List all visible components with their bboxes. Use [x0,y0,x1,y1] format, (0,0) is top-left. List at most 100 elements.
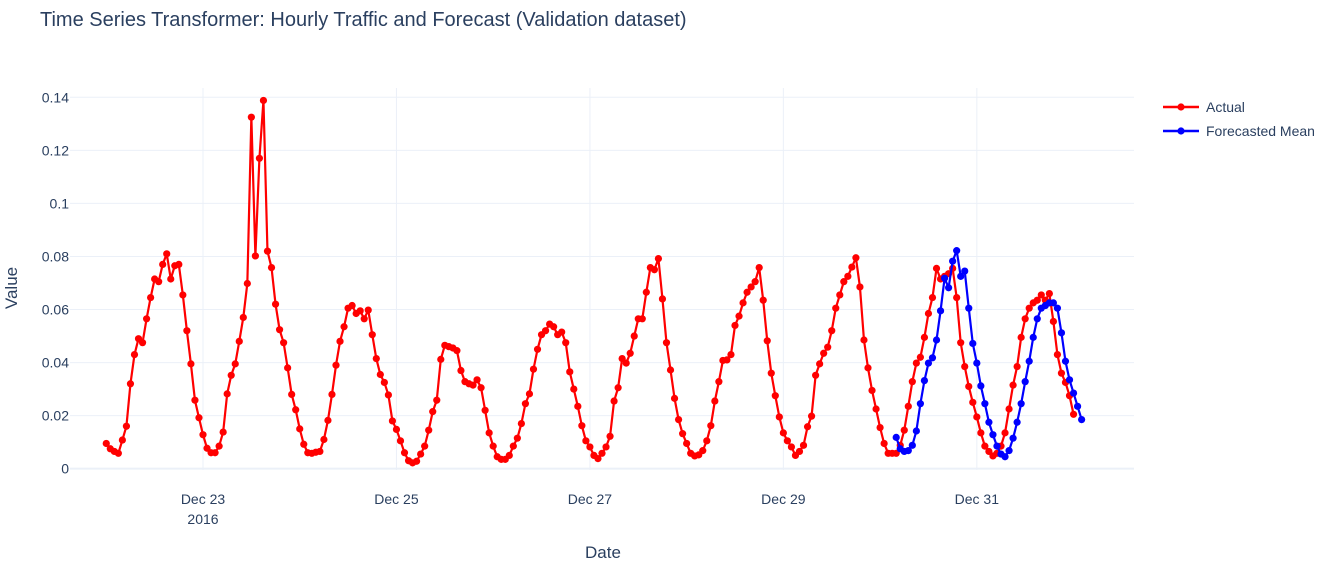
data-point [247,113,255,121]
data-point [969,398,977,406]
data-point [243,279,251,288]
data-point [1069,389,1078,397]
data-point [771,392,779,400]
data-point [727,351,735,359]
gridlines [70,88,1134,470]
data-point [642,288,650,296]
y-tick-label: 0.04 [42,355,69,371]
data-point [578,422,586,430]
data-point [316,447,324,456]
data-point [114,449,122,457]
legend[interactable]: Actual Forecasted Mean [1163,99,1315,139]
data-point [175,260,183,269]
data-point [517,419,525,428]
data-point [235,337,243,345]
data-point [981,400,989,408]
data-point [662,339,671,347]
data-point [751,278,759,286]
data-point [1025,357,1033,365]
data-point [159,260,167,269]
data-point [251,252,259,260]
data-point [832,304,840,312]
data-point [650,266,658,274]
data-point [755,263,763,272]
data-point [558,328,566,336]
data-point [912,427,920,435]
data-point [586,443,594,451]
data-point [598,449,606,457]
data-point [957,272,965,280]
data-point [102,439,110,448]
data-point [856,283,864,291]
data-point [437,355,445,363]
series-0 [102,96,1078,467]
data-point [388,417,397,425]
data-point [836,291,844,299]
data-point [421,442,429,450]
data-point [1005,447,1013,455]
data-point [380,378,388,387]
data-point [860,336,868,344]
data-point [191,396,199,404]
data-point [167,275,175,283]
x-axis-title: Date [585,543,621,562]
data-point [147,293,155,302]
data-point [570,385,578,393]
legend-item[interactable]: Forecasted Mean [1163,123,1315,139]
x-tick-label: Dec 23 [181,491,226,507]
plot-series [102,96,1086,467]
data-point [582,437,590,445]
data-point [820,349,828,357]
data-point [267,263,276,272]
data-point [699,447,707,455]
data-point [868,386,876,395]
data-point [340,323,348,331]
data-point [505,451,513,460]
data-point [1037,291,1045,299]
data-point [1029,333,1037,341]
y-tick-label: 0.1 [50,195,70,211]
data-point [985,418,993,426]
data-point [215,442,223,450]
data-point [932,264,941,272]
data-point [775,413,783,421]
data-point [904,402,912,410]
data-point [195,414,203,422]
data-point [723,356,731,364]
data-point [812,371,820,379]
data-point [400,449,409,457]
data-point [924,309,933,318]
data-point [844,272,852,280]
data-point [602,443,610,451]
data-point [977,429,985,437]
data-point [259,96,268,105]
y-tick-label: 0.08 [42,248,69,264]
data-point [1065,376,1074,384]
data-point [1078,416,1086,424]
data-point [275,326,284,334]
data-point [1025,304,1033,312]
data-point [924,359,933,367]
data-point [683,439,691,448]
data-point [429,408,437,416]
data-point [271,300,280,308]
data-point [296,425,304,433]
data-point [787,443,796,451]
data-point [606,432,614,440]
data-point [904,447,912,455]
data-point [795,447,804,456]
y-tick-label: 0.06 [42,302,69,318]
data-point [562,339,570,347]
data-point [840,278,848,286]
data-point [1009,381,1017,389]
data-point [715,378,723,386]
data-point [1013,418,1021,426]
data-point [360,315,368,323]
data-point [130,351,139,359]
legend-item[interactable]: Actual [1163,99,1245,115]
data-point [481,406,489,414]
data-point [908,441,916,449]
data-point [658,295,667,303]
data-point [187,360,195,368]
